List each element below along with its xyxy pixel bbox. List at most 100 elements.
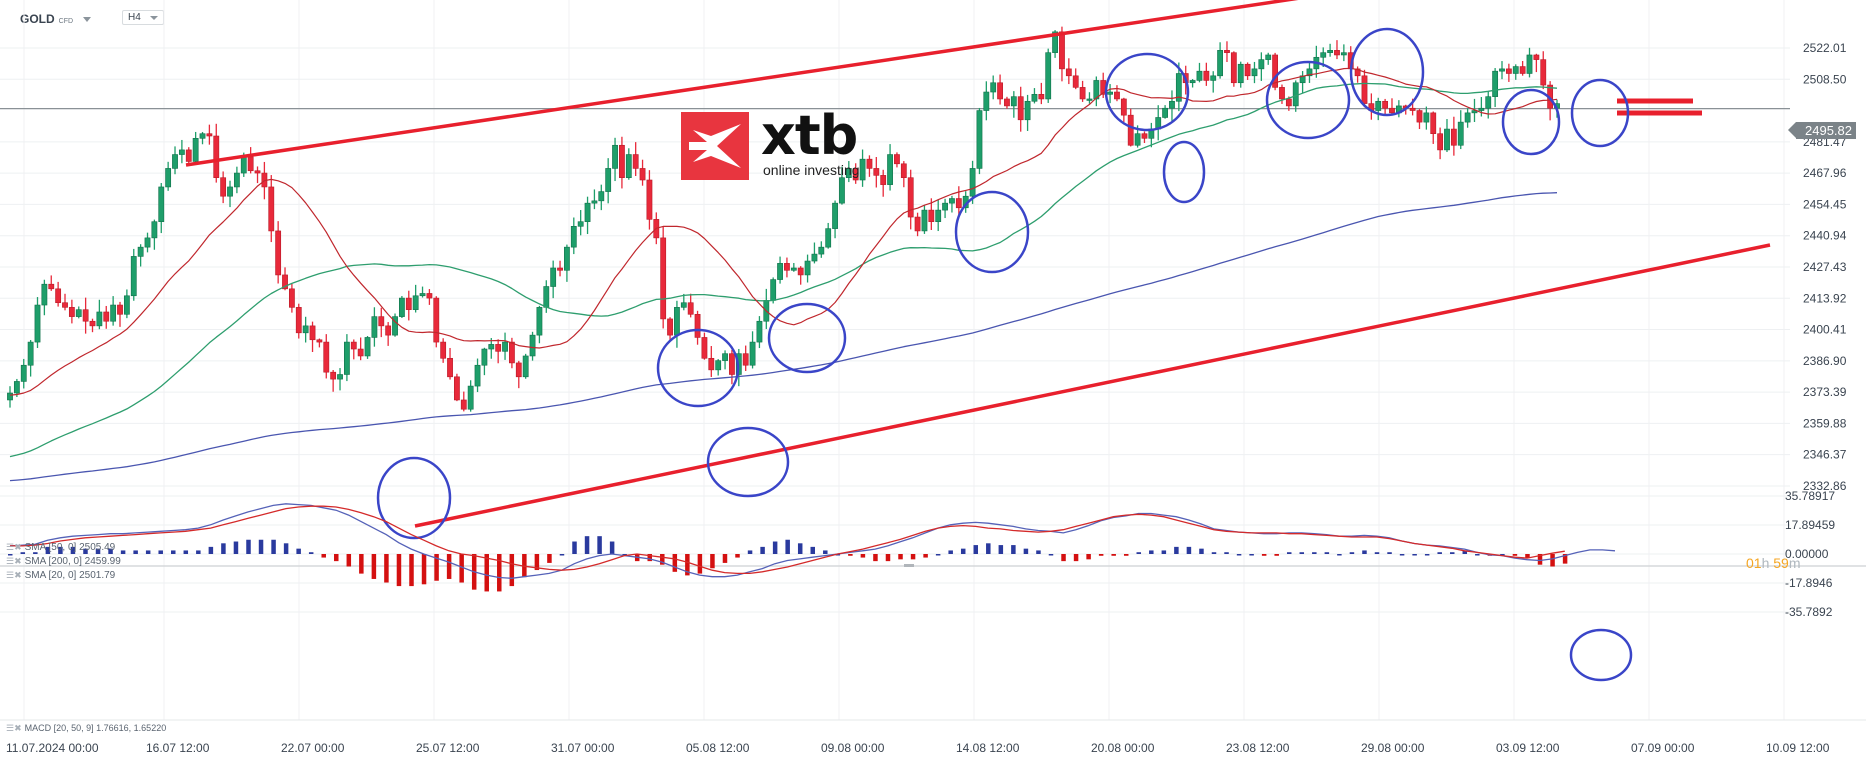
macd-hist-pos — [1337, 554, 1342, 556]
bull-candle — [7, 392, 13, 401]
macd-hist-pos — [1412, 554, 1417, 556]
symbol-type: CFD — [58, 18, 74, 25]
bull-candle — [1340, 52, 1347, 56]
macd-hist-neg — [409, 554, 414, 587]
macd-hist-pos — [1362, 550, 1367, 554]
macd-hist-pos — [133, 550, 138, 554]
bull-candle — [1478, 107, 1485, 111]
settings-icon[interactable]: ☰✖ — [6, 723, 22, 733]
bull-candle — [1045, 52, 1052, 100]
bear-candle — [495, 344, 502, 352]
legend-sma200[interactable]: ☰✖ SMA [200, 0] 2459.99 — [6, 556, 121, 567]
macd-hist-pos — [20, 552, 26, 554]
legend-sma200-text: SMA [200, 0] 2459.99 — [24, 556, 121, 567]
bull-candle — [227, 186, 233, 197]
panel-resize-handle — [904, 564, 914, 567]
bear-candle — [632, 154, 639, 169]
macd-hist-neg — [1098, 554, 1104, 556]
bull-candle — [1464, 112, 1471, 123]
bull-candle — [1306, 68, 1313, 77]
settings-icon[interactable]: ☰✖ — [6, 542, 22, 552]
time-axis-label: 14.08 12:00 — [956, 741, 1020, 755]
macd-hist-pos — [8, 554, 13, 556]
macd-hist-neg — [1562, 554, 1568, 564]
bear-candle — [701, 337, 708, 359]
macd-hist-neg — [685, 554, 690, 576]
bear-candle — [1059, 31, 1065, 70]
bull-candle — [1237, 63, 1244, 84]
bull-candle — [1258, 59, 1265, 70]
bear-candle — [55, 288, 62, 304]
bear-candle — [1072, 75, 1079, 88]
bull-candle — [969, 168, 976, 197]
bear-candle — [694, 313, 701, 338]
macd-hist-pos — [1199, 548, 1204, 554]
sma200-line — [9, 192, 1558, 482]
bear-candle — [1285, 98, 1292, 107]
macd-hist-pos — [1161, 550, 1167, 554]
legend-sma50[interactable]: ☰✖ SMA [50, 0] 2505.49 — [6, 542, 115, 553]
price-axis-label: 2522.01 — [1803, 41, 1847, 55]
macd-hist-pos — [1048, 554, 1054, 556]
bull-candle — [811, 253, 818, 262]
symbol-selector[interactable]: GOLD CFD — [20, 12, 92, 26]
bear-candle — [1361, 75, 1368, 104]
macd-hist-neg — [346, 554, 352, 567]
bear-candle — [866, 158, 873, 169]
bear-candle — [1519, 66, 1526, 74]
bear-candle — [62, 302, 68, 308]
bear-candle — [914, 216, 921, 232]
bull-candle — [1196, 70, 1203, 81]
bull-candle — [1093, 80, 1100, 100]
bull-candle — [722, 353, 728, 361]
bear-candle — [378, 316, 385, 327]
macd-hist-pos — [145, 550, 151, 554]
upper-trendline — [185, 0, 1299, 167]
bear-candle — [708, 357, 715, 371]
bull-candle — [419, 293, 426, 297]
bear-candle — [288, 288, 295, 308]
logo-wordmark: xtb — [761, 104, 858, 167]
bull-candle — [550, 267, 557, 287]
bear-candle — [1244, 63, 1251, 77]
bear-candle — [557, 267, 563, 271]
timeframe-value: H4 — [128, 12, 141, 23]
macd-hist-pos — [1424, 554, 1430, 556]
bull-candle — [412, 295, 419, 310]
bear-candle — [1409, 107, 1416, 111]
bear-candle — [282, 274, 288, 290]
macd-hist-pos — [283, 543, 289, 554]
bear-candle — [1354, 68, 1361, 77]
bear-candle — [687, 302, 694, 315]
macd-hist-pos — [258, 539, 264, 554]
bear-candle — [1416, 110, 1423, 123]
bull-candle — [1024, 100, 1031, 121]
macd-hist-pos — [233, 541, 239, 554]
bull-candle — [20, 364, 27, 382]
settings-icon[interactable]: ☰✖ — [6, 556, 22, 566]
macd-hist-pos — [609, 541, 615, 554]
bull-candle — [233, 172, 240, 188]
macd-hist-pos — [246, 539, 251, 554]
signal-line — [10, 505, 1565, 575]
macd-hist-pos — [83, 548, 88, 554]
bear-candle — [254, 170, 261, 174]
legend-sma20[interactable]: ☰✖ SMA [20, 0] 2501.79 — [6, 570, 115, 581]
price-axis-label: 2346.37 — [1803, 448, 1847, 462]
macd-hist-pos — [45, 546, 51, 554]
sma20-line — [9, 67, 1558, 396]
bear-candle — [1230, 52, 1237, 84]
bear-candle — [1279, 87, 1285, 100]
settings-icon[interactable]: ☰✖ — [6, 570, 22, 580]
legend-macd[interactable]: ☰✖ MACD [20, 50, 9] 1.76616, 1.65220 — [6, 723, 166, 734]
bull-candle — [41, 283, 48, 306]
macd-line — [9, 503, 1616, 579]
x-icon — [689, 124, 741, 168]
macd-hist-pos — [1149, 550, 1154, 554]
bear-candle — [1389, 107, 1395, 114]
macd-axis-label: -35.7892 — [1785, 605, 1833, 619]
bull-candle — [199, 133, 206, 139]
bear-candle — [1203, 70, 1210, 81]
macd-hist-pos — [1186, 546, 1192, 554]
